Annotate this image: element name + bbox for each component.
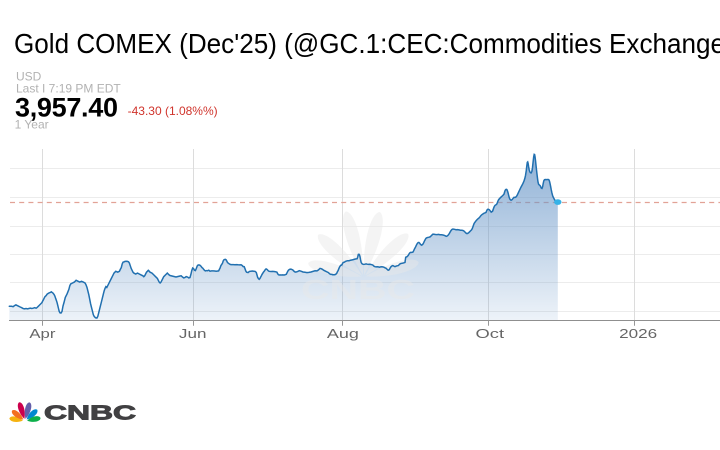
svg-text:Apr: Apr [29,326,56,341]
svg-text:Jun: Jun [179,326,207,341]
svg-text:Oct: Oct [476,326,505,341]
svg-text:CNBC: CNBC [301,274,415,305]
svg-text:Gold COMEX (Dec'25) (@GC.1:CEC: Gold COMEX (Dec'25) (@GC.1:CEC:Commoditi… [14,28,720,59]
svg-text:USD: USD [16,70,42,84]
svg-text:Last I 7:19 PM EDT: Last I 7:19 PM EDT [16,81,121,95]
svg-text:-43.30 (1.08%%): -43.30 (1.08%%) [128,104,218,118]
svg-text:1 Year: 1 Year [15,117,49,131]
svg-text:2026: 2026 [619,326,657,341]
svg-text:Aug: Aug [327,326,359,341]
svg-text:CNBC: CNBC [44,402,136,424]
svg-text:3,957.40: 3,957.40 [15,92,118,122]
